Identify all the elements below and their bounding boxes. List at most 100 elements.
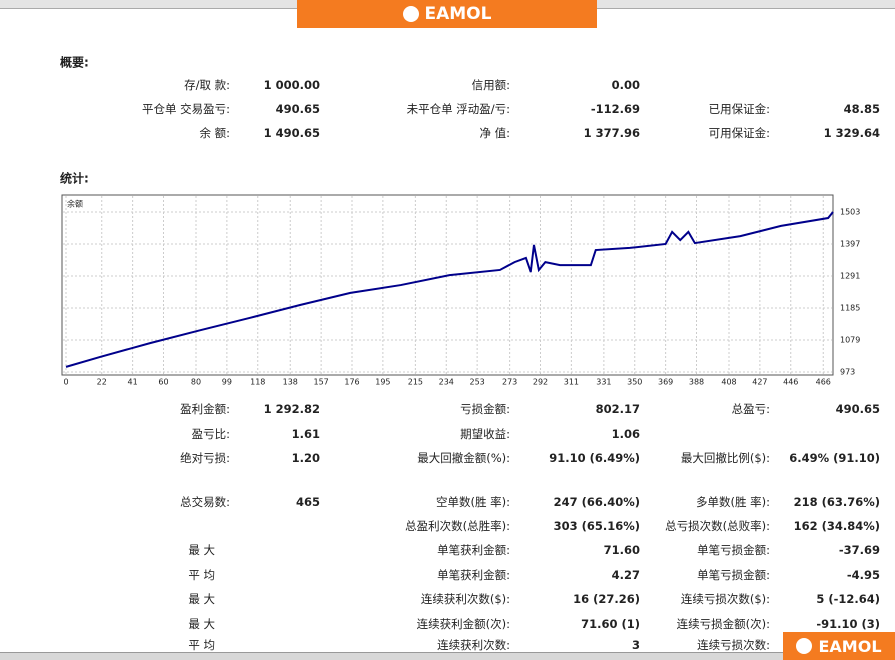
field-value: 247 (66.40%) <box>553 495 640 509</box>
field-value: 162 (34.84%) <box>793 519 880 533</box>
bottom-tab-bar <box>0 652 895 660</box>
x-tick-label: 466 <box>816 378 831 387</box>
field-value: 6.49% (91.10) <box>789 451 880 465</box>
field-label: 期望收益: <box>460 427 510 441</box>
y-tick-label: 973 <box>840 368 855 377</box>
chart-frame <box>61 194 834 376</box>
field-value: 802.17 <box>595 402 640 416</box>
field-value: 490.65 <box>275 102 320 116</box>
field-label: 多单数(胜 率): <box>695 495 770 509</box>
x-tick-label: 138 <box>283 378 298 387</box>
balance-chart: 余额 0 22 41 60 80 99 118 138 157 176 195 215 234 253 27… <box>61 194 860 387</box>
field-value: -37.69 <box>838 543 880 557</box>
x-tick-label: 408 <box>721 378 736 387</box>
field-label: 信用额: <box>471 78 510 92</box>
x-tick-label: 41 <box>128 378 138 387</box>
field-value: 1.06 <box>611 427 640 441</box>
field-value: 1 490.65 <box>263 126 320 140</box>
field-label: 连续获利金额(次): <box>416 617 510 631</box>
x-tick-label: 0 <box>63 378 68 387</box>
field-value: 1.61 <box>291 427 320 441</box>
field-value: 0.00 <box>611 78 640 92</box>
field-label: 连续亏损次数($): <box>680 592 770 606</box>
field-value: -91.10 (3) <box>816 617 880 631</box>
field-value: -112.69 <box>590 102 640 116</box>
x-tick-label: 157 <box>313 378 328 387</box>
x-tick-label: 331 <box>596 378 611 387</box>
field-label: 最 大 <box>188 543 215 557</box>
logo-banner: EAMOL <box>783 632 895 660</box>
field-label: 平 均 <box>188 638 215 652</box>
x-tick-label: 292 <box>533 378 548 387</box>
x-tick-label: 22 <box>97 378 107 387</box>
y-tick-label: 1079 <box>840 336 860 345</box>
field-value: 1 292.82 <box>263 402 320 416</box>
field-value: 5 (-12.64) <box>816 592 880 606</box>
field-label: 单笔亏损金额: <box>697 568 770 582</box>
x-tick-label: 176 <box>344 378 359 387</box>
field-value: 1 377.96 <box>583 126 640 140</box>
field-label: 最大回撤比例($): <box>680 451 770 465</box>
field-label: 余 额: <box>199 126 230 140</box>
field-label: 总盈利次数(总胜率): <box>405 519 510 533</box>
field-value: 91.10 (6.49%) <box>549 451 640 465</box>
y-tick-label: 1397 <box>840 240 860 249</box>
field-label: 已用保证金: <box>708 102 770 116</box>
field-value: 71.60 <box>603 543 640 557</box>
field-label: 空单数(胜 率): <box>435 495 510 509</box>
x-tick-label: 99 <box>222 378 232 387</box>
y-tick-label: 1185 <box>840 304 860 313</box>
field-label: 连续获利次数: <box>437 638 510 652</box>
field-label: 总亏损次数(总败率): <box>665 519 770 533</box>
field-value: 303 (65.16%) <box>553 519 640 533</box>
chart-label: 余额 <box>67 199 83 209</box>
x-tick-label: 118 <box>250 378 265 387</box>
field-label: 盈利金额: <box>180 402 230 416</box>
field-label: 可用保证金: <box>708 126 770 140</box>
field-label: 总交易数: <box>180 495 230 509</box>
field-label: 存/取 款: <box>184 78 230 92</box>
field-label: 最 大 <box>188 617 215 631</box>
x-tick-label: 350 <box>627 378 642 387</box>
field-value: 4.27 <box>611 568 640 582</box>
x-tick-label: 80 <box>191 378 201 387</box>
field-label: 连续亏损次数: <box>697 638 770 652</box>
field-label: 最大回撤金额(%): <box>417 451 510 465</box>
section-title: 概要: <box>60 55 89 70</box>
x-tick-label: 273 <box>502 378 517 387</box>
x-tick-label: 446 <box>783 378 798 387</box>
y-tick-label: 1291 <box>840 272 860 281</box>
field-value: 490.65 <box>835 402 880 416</box>
field-value: 1 000.00 <box>263 78 320 92</box>
x-tick-label: 311 <box>564 378 579 387</box>
field-value: 1.20 <box>291 451 320 465</box>
field-label: 净 值: <box>479 126 510 140</box>
field-label: 连续获利次数($): <box>420 592 510 606</box>
field-value: 1 329.64 <box>823 126 880 140</box>
field-label: 盈亏比: <box>191 427 230 441</box>
x-tick-label: 215 <box>408 378 423 387</box>
field-value: 218 (63.76%) <box>793 495 880 509</box>
field-label: 单笔获利金额: <box>437 543 510 557</box>
x-tick-label: 253 <box>469 378 484 387</box>
x-tick-label: 195 <box>375 378 390 387</box>
field-label: 单笔亏损金额: <box>697 543 770 557</box>
balance-line <box>65 211 834 368</box>
x-tick-label: 369 <box>658 378 673 387</box>
logo-banner: EAMOL <box>297 0 597 28</box>
section-title: 统计: <box>60 171 89 186</box>
field-value: 16 (27.26) <box>573 592 640 606</box>
field-value: 48.85 <box>843 102 880 116</box>
x-tick-label: 388 <box>689 378 704 387</box>
field-value: 465 <box>295 495 320 509</box>
logo-icon <box>402 6 419 22</box>
logo-text: EAMOL <box>818 636 882 656</box>
field-label: 连续亏损金额(次): <box>676 617 770 631</box>
field-value: 71.60 (1) <box>581 617 640 631</box>
field-value: 3 <box>631 638 640 652</box>
x-tick-label: 234 <box>439 378 454 387</box>
field-label: 未平仓单 浮动盈/亏: <box>406 102 510 116</box>
field-label: 平 均 <box>188 568 215 582</box>
field-label: 最 大 <box>188 592 215 606</box>
